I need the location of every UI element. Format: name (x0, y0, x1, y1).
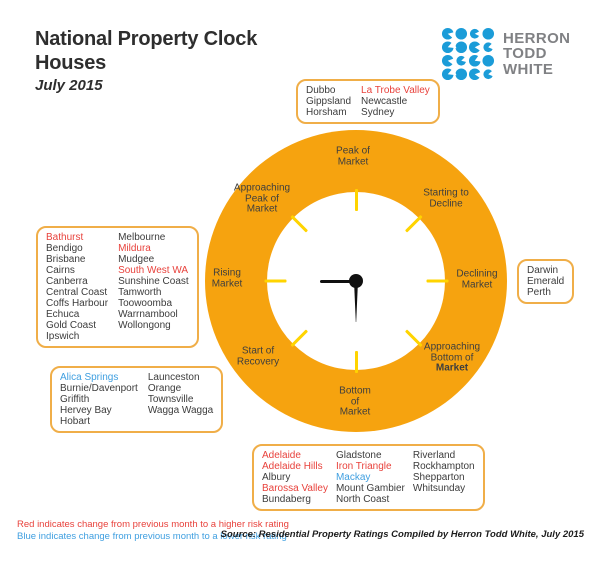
stage-bottom-of-market: Bottom of Market (339, 385, 371, 418)
location-item: Central Coast (46, 287, 108, 298)
locations-column: Bathurst Bendigo Brisbane Cairns Canberra Cen… (46, 232, 108, 342)
locations-column: Alica Springs Burnie/Davenport Griffith Her… (60, 372, 138, 427)
locations-column: Dubbo Gippsland Horsham (306, 85, 351, 118)
location-item: La Trobe Valley (361, 85, 430, 96)
location-item: Hobart (60, 416, 91, 427)
location-item: Warrnambool (118, 309, 178, 320)
location-item: Adelaide (262, 450, 301, 461)
htw-dot-matrix-icon (441, 27, 495, 81)
location-item: Mildura (118, 243, 151, 254)
location-item: Gippsland (306, 96, 352, 107)
title-block: National Property Clock Houses July 2015 (35, 27, 257, 96)
location-item: Horsham (306, 107, 347, 118)
locations-column: La Trobe Valley Newcastle Sydney (361, 85, 430, 118)
report-date: July 2015 (35, 77, 103, 94)
location-item: Griffith (60, 394, 90, 405)
page-subtitle: Houses (35, 52, 107, 74)
locations-column: Gladstone Iron Triangle Mackay Mount Gambie… (336, 450, 405, 505)
location-item: Tamworth (118, 287, 162, 298)
location-item: Toowoomba (118, 298, 172, 309)
stage-start-of-recovery: Start of Recovery (236, 345, 280, 367)
location-item: Coffs Harbour (46, 298, 109, 309)
locations-box-declining-market: Darwin Emerald Perth (517, 259, 575, 304)
location-item: Barossa Valley (262, 483, 328, 494)
location-item: Adelaide Hills (262, 461, 323, 472)
location-item: Darwin (527, 265, 559, 276)
location-item: Sydney (361, 107, 395, 118)
logo-word: TODD (503, 45, 547, 63)
location-item: Mudgee (118, 254, 155, 265)
location-item: Townsville (147, 394, 194, 405)
clock-tick (354, 189, 358, 211)
locations-column: Riverland Rockhampton Shepparton Whitsunday (413, 450, 475, 505)
clock-tick (354, 351, 358, 373)
source-note: Source: Residential Property Ratings Com… (220, 529, 584, 540)
htw-logo-text: HERRON TODD WHITE (503, 31, 570, 78)
logo-word: WHITE (503, 60, 554, 78)
location-item: Rockhampton (412, 461, 475, 472)
stage-declining-market: Declining Market (456, 268, 498, 290)
location-item: Shepparton (412, 472, 465, 483)
locations-column: Adelaide Adelaide Hills Albury Barossa Vall… (262, 450, 328, 505)
location-item: Cairns (46, 265, 75, 276)
location-item: Mackay (335, 472, 371, 483)
location-item: Wollongong (118, 320, 171, 331)
location-item: Newcastle (361, 96, 408, 107)
location-item: South West WA (118, 265, 189, 276)
location-item: Dubbo (306, 85, 336, 96)
legend-blue-note: Blue indicates change from previous mont… (17, 531, 287, 542)
stage-starting-to-decline: Starting to Decline (423, 187, 469, 209)
locations-column: Launceston Orange Townsville Wagga Wagga (148, 372, 213, 427)
herron-todd-white-logo: HERRON TODD WHITE (441, 27, 570, 81)
stage-rising-market: Rising Market (211, 267, 243, 289)
locations-column: Melbourne Mildura Mudgee South West WA Sunsh… (118, 232, 189, 342)
location-item: Iron Triangle (335, 461, 392, 472)
location-item: Riverland (412, 450, 456, 461)
location-item: Gold Coast (46, 320, 97, 331)
stage-approaching-bottom: Approaching Bottom of Market (407, 342, 497, 374)
location-item: Emerald (527, 276, 565, 287)
clock-hour-hand (320, 279, 356, 283)
location-item: Melbourne (118, 232, 166, 243)
location-item: Albury (262, 472, 291, 483)
location-item: Perth (527, 287, 551, 298)
location-item: Bendigo (46, 243, 83, 254)
location-item: Orange (147, 383, 182, 394)
location-item: Brisbane (46, 254, 86, 265)
location-item: Mount Gambier (335, 483, 405, 494)
page-title: National Property Clock (35, 28, 258, 50)
location-item: Canberra (46, 276, 88, 287)
location-item: Launceston (147, 372, 200, 383)
location-item: Gladstone (335, 450, 382, 461)
location-item: Hervey Bay (60, 405, 112, 416)
clock-ring (205, 130, 507, 432)
location-item: Whitsunday (412, 483, 466, 494)
stage-peak-of-market: Peak of Market (336, 145, 370, 167)
location-item: Sunshine Coast (118, 276, 189, 287)
legend-red-note: Red indicates change from previous month… (17, 519, 289, 530)
location-item: Echuca (46, 309, 80, 320)
locations-box-rising-market: Bathurst Bendigo Brisbane Cairns Canberra Cen… (36, 226, 199, 348)
location-item: Ipswich (46, 331, 80, 342)
stage-approaching-peak: Approaching Peak of Market (233, 182, 291, 215)
logo-word: HERRON (503, 29, 571, 47)
locations-box-bottom-of-market: Adelaide Adelaide Hills Albury Barossa Vall… (252, 444, 485, 511)
locations-box-peak: Dubbo Gippsland Horsham La Trobe Valley Newc… (296, 79, 440, 124)
location-item: Burnie/Davenport (60, 383, 138, 394)
location-item: Wagga Wagga (147, 405, 214, 416)
location-item: Bundaberg (262, 494, 311, 505)
location-item: Bathurst (46, 232, 84, 243)
location-item: Alica Springs (60, 372, 119, 383)
stage-label-text: Approaching Bottom of (423, 341, 481, 363)
locations-column: Darwin Emerald Perth (527, 265, 564, 298)
clock-minute-hand (354, 281, 358, 322)
locations-box-start-of-recovery: Alica Springs Burnie/Davenport Griffith Her… (50, 366, 224, 433)
location-item: North Coast (335, 494, 390, 505)
stage-label-bold: Market (435, 362, 469, 374)
clock-center-dot (349, 274, 363, 288)
